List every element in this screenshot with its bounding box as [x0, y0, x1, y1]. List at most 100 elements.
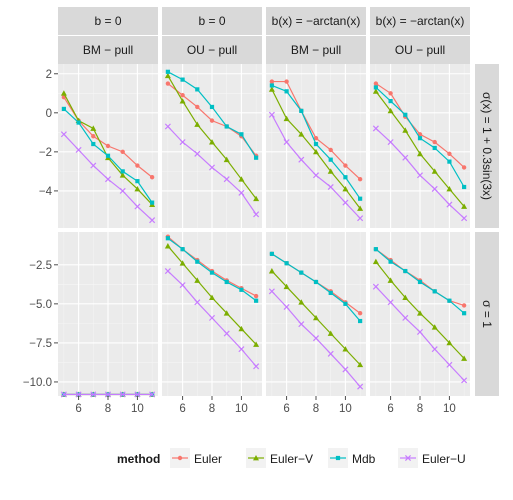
data-point — [253, 211, 260, 218]
data-point — [402, 314, 409, 321]
data-point — [372, 283, 379, 290]
data-point — [105, 143, 111, 149]
strip-top-label: b = 0 — [94, 14, 121, 28]
data-point — [446, 185, 453, 192]
data-point — [358, 318, 363, 324]
data-point — [388, 91, 393, 96]
data-point — [194, 299, 201, 306]
x-tick-label: 6 — [387, 403, 393, 415]
data-point — [179, 139, 186, 146]
data-point — [461, 215, 468, 222]
data-point — [298, 131, 305, 137]
data-point — [180, 93, 185, 98]
data-point — [134, 185, 141, 192]
data-point — [313, 279, 319, 285]
data-point — [224, 279, 229, 285]
data-point — [357, 205, 364, 211]
data-point — [432, 289, 437, 294]
data-point — [313, 141, 319, 147]
x-tick-label: 10 — [443, 403, 456, 415]
data-point — [327, 350, 334, 357]
data-point — [432, 145, 437, 151]
data-point — [461, 303, 467, 308]
data-point — [165, 236, 170, 241]
data-point — [195, 104, 200, 110]
data-point — [135, 179, 140, 184]
data-point — [284, 89, 289, 94]
strip-top-bg — [266, 7, 366, 35]
data-point — [135, 163, 140, 168]
data-point — [343, 301, 348, 306]
data-point — [134, 391, 141, 398]
data-point — [268, 268, 275, 274]
data-point — [446, 361, 453, 368]
data-point — [120, 149, 125, 155]
data-point — [164, 268, 171, 275]
data-point — [431, 168, 438, 174]
y-tick-label: −4 — [39, 186, 53, 198]
x-tick-label: 10 — [131, 403, 144, 415]
data-point — [432, 139, 437, 145]
legend-key-marker — [335, 455, 341, 461]
data-point — [149, 217, 156, 224]
data-point — [342, 185, 349, 192]
data-point — [357, 311, 363, 316]
data-point — [447, 151, 452, 157]
data-point — [372, 88, 379, 94]
data-point — [209, 118, 215, 123]
data-point — [283, 303, 290, 310]
row-strip-bg — [475, 64, 499, 228]
data-point — [150, 200, 155, 205]
y-tick-label: −10.0 — [23, 377, 52, 389]
data-point — [208, 314, 216, 321]
data-point — [91, 134, 96, 139]
data-point — [373, 85, 378, 90]
y-tick-label: −7.5 — [29, 338, 52, 350]
data-point — [164, 72, 171, 79]
row-strip-label: σ = 1 — [480, 300, 494, 328]
strip-top-bg — [58, 7, 158, 35]
data-point — [299, 270, 304, 275]
data-point — [283, 283, 290, 290]
data-point — [91, 141, 96, 147]
strip-bottom-label: OU − pull — [395, 43, 445, 57]
data-point — [416, 172, 424, 179]
data-point — [268, 86, 275, 92]
row-strip-label: σ(x) = 1 + 0.3sin(3x) — [480, 92, 494, 200]
data-point — [447, 159, 452, 164]
data-point — [208, 164, 216, 171]
strip-bottom-bg — [162, 36, 262, 64]
data-point — [179, 260, 186, 266]
data-point — [119, 172, 126, 178]
data-point — [342, 366, 349, 373]
data-point — [313, 148, 319, 155]
data-point — [223, 310, 230, 316]
x-tick-label: 6 — [283, 403, 289, 415]
data-point — [461, 165, 467, 170]
x-tick-label: 6 — [179, 403, 185, 415]
data-point — [328, 157, 333, 162]
y-tick-label: 2 — [46, 69, 52, 81]
data-point — [446, 339, 453, 346]
y-tick-label: 0 — [46, 108, 52, 120]
data-point — [105, 153, 111, 158]
data-point — [194, 150, 201, 157]
y-tick-label: −2 — [39, 147, 52, 159]
data-point — [180, 77, 185, 82]
legend-label: Euler−V — [270, 452, 313, 466]
data-point — [372, 125, 379, 132]
data-point — [357, 383, 364, 390]
data-point — [134, 203, 141, 210]
legend-key-marker — [404, 454, 412, 462]
data-point — [165, 69, 170, 74]
strip-bottom-label: BM − pull — [83, 43, 133, 57]
data-point — [254, 298, 259, 303]
data-point — [358, 196, 363, 201]
data-point — [253, 341, 260, 347]
data-point — [90, 162, 97, 169]
data-point — [328, 290, 333, 296]
data-point — [180, 247, 185, 252]
strip-top-label: b = 0 — [198, 14, 225, 28]
data-point — [342, 346, 349, 352]
data-point — [283, 139, 290, 146]
